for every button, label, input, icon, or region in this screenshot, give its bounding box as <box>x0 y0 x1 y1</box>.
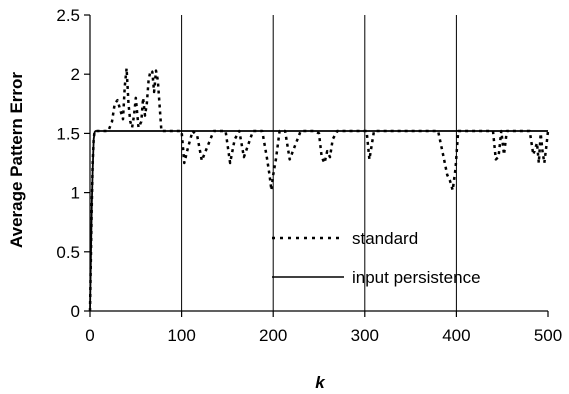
x-tick-label: 500 <box>534 326 562 345</box>
legend-label-input-persistence: input persistence <box>352 268 481 287</box>
y-tick-label: 2.5 <box>56 6 80 25</box>
series-line-standard <box>88 67 550 312</box>
x-tick-label: 400 <box>442 326 470 345</box>
y-tick-label: 1 <box>71 184 80 203</box>
x-tick-label: 100 <box>167 326 195 345</box>
y-tick-label: 0 <box>71 302 80 321</box>
x-tick-label: 0 <box>85 326 94 345</box>
y-tick-label: 1.5 <box>56 124 80 143</box>
x-tick-label: 200 <box>259 326 287 345</box>
grid-lines <box>181 15 457 311</box>
y-tick-label: 2 <box>71 65 80 84</box>
y-axis-title: Average Pattern Error <box>7 72 26 248</box>
legend: standard input persistence <box>272 229 481 287</box>
tick-labels: 0 0.5 1 1.5 2 2.5 0 100 200 300 400 500 <box>56 6 562 345</box>
y-tick-label: 0.5 <box>56 243 80 262</box>
x-axis-title: k <box>315 373 326 392</box>
x-tick-label: 300 <box>351 326 379 345</box>
axes <box>84 14 549 317</box>
series-layer <box>88 67 550 312</box>
legend-label-standard: standard <box>352 229 418 248</box>
